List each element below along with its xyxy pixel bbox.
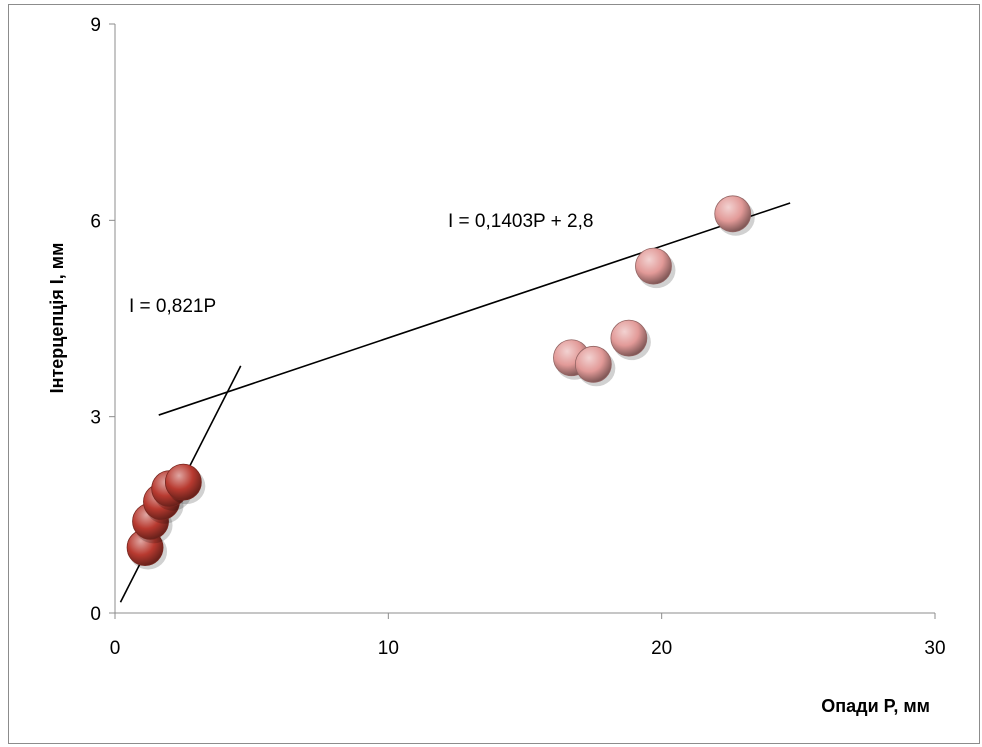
data-point — [164, 463, 202, 501]
y-tick-label: 9 — [90, 15, 101, 36]
data-point — [610, 319, 648, 357]
x-tick-label: 20 — [651, 638, 672, 659]
ticks: 0 3 6 9 0 10 20 30 — [90, 15, 945, 659]
y-tick-label: 6 — [90, 211, 101, 232]
trendline-equation-2: I = 0,1403P + 2,8 — [448, 211, 593, 232]
x-axis-title: Опади P, мм — [821, 696, 930, 716]
trendlines — [119, 202, 791, 603]
data-point — [574, 345, 612, 383]
trendline-equation-1: I = 0,821P — [129, 296, 216, 317]
y-axis-title: Інтерцепція I, мм — [47, 243, 67, 394]
data-point — [635, 247, 672, 285]
chart-frame — [8, 4, 980, 744]
x-tick-label: 0 — [110, 638, 121, 659]
trendline-2 — [158, 202, 791, 416]
y-tick-label: 0 — [90, 604, 101, 625]
axes — [114, 24, 935, 614]
data-point — [714, 195, 752, 233]
x-tick-label: 30 — [924, 638, 945, 659]
y-tick-label: 3 — [90, 408, 101, 429]
data-points — [126, 195, 755, 570]
x-tick-label: 10 — [378, 638, 399, 659]
